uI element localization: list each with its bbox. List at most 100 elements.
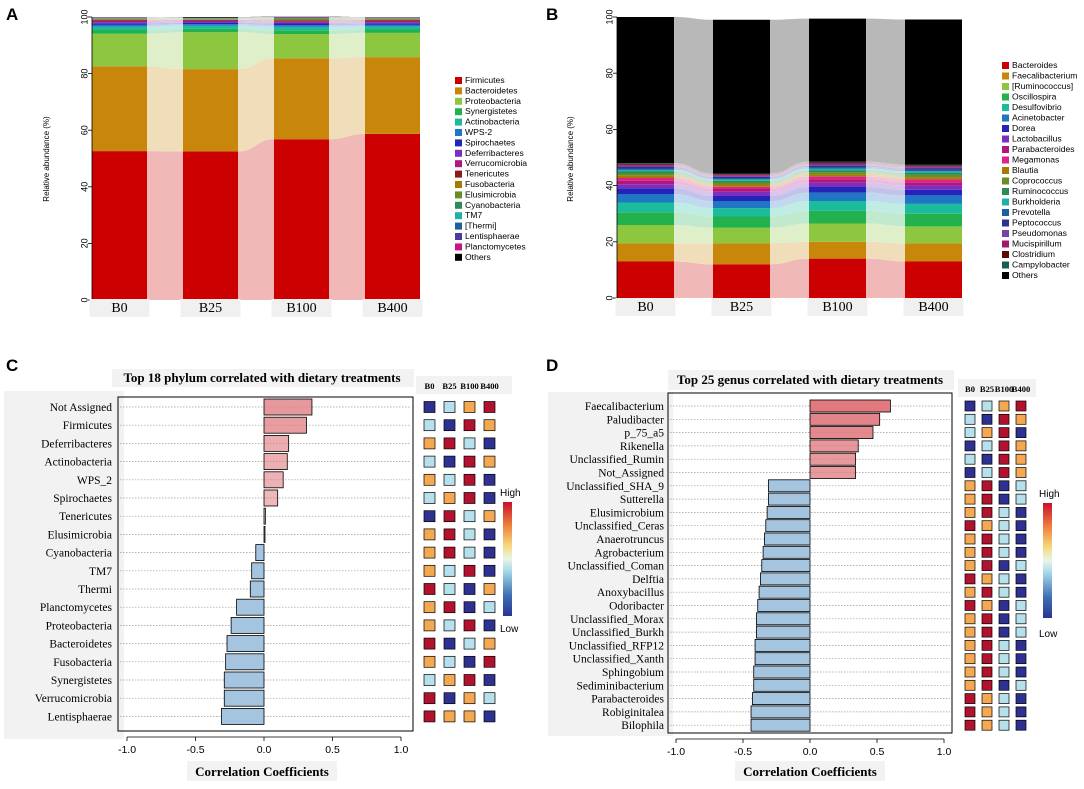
y-tick-label: 40 xyxy=(604,181,614,191)
heatmap-cell xyxy=(998,693,1010,704)
gap-overlay xyxy=(329,17,365,300)
legend-label: Others xyxy=(465,252,491,262)
heatmap-cell xyxy=(423,546,436,559)
correlation-bar xyxy=(251,562,265,580)
heatmap-cell xyxy=(981,679,993,691)
category-label: B100 xyxy=(286,301,316,316)
heatmap-cell xyxy=(964,613,976,625)
x-tick-label: 0.5 xyxy=(870,746,885,758)
row-label: Unclassified_Coman xyxy=(568,561,665,573)
panel-a-ylabel: Relative abundance (%) xyxy=(42,116,51,202)
legend-swatch xyxy=(1002,167,1009,174)
panel-d-title-background xyxy=(668,370,954,390)
category-label-background xyxy=(180,299,241,317)
heatmap-cell xyxy=(998,467,1010,478)
heatmap-cell xyxy=(423,528,436,541)
correlation-bar xyxy=(263,471,284,489)
y-tick-label: 0 xyxy=(604,295,614,300)
heatmap-cell xyxy=(423,637,436,650)
row-label: Sphingobium xyxy=(602,667,664,679)
legend-label: Actinobacteria xyxy=(465,117,520,127)
heatmap-cell xyxy=(483,619,496,632)
legend-label: Planctomycetes xyxy=(465,241,526,251)
heatmap-cell xyxy=(1015,533,1027,545)
panel-d-heatmap xyxy=(964,400,1027,731)
heatmap-cell xyxy=(463,419,476,432)
heatmap-cell xyxy=(1015,600,1027,611)
row-label: Bacteroidetes xyxy=(49,639,112,651)
legend-swatch xyxy=(1002,125,1009,132)
legend-label: Fusobacteria xyxy=(465,179,515,189)
heatmap-cell xyxy=(964,626,976,638)
heatmap-cell xyxy=(964,453,976,465)
heatmap-cell xyxy=(463,473,476,486)
panel-c-color-scale xyxy=(503,502,512,616)
legend-label: Peptococcus xyxy=(1012,218,1061,228)
correlation-bar xyxy=(753,665,811,679)
heatmap-cell xyxy=(463,637,476,650)
legend-label: Prevotella xyxy=(1012,207,1050,217)
heatmap-cell xyxy=(1015,546,1027,558)
legend-label: Parabacteroides xyxy=(1012,144,1075,154)
row-label: Lentisphaerae xyxy=(48,711,113,723)
heatmap-cell xyxy=(981,653,993,665)
legend-label: [Ruminococcus] xyxy=(1012,81,1073,91)
row-label: Verrucomicrobia xyxy=(35,693,112,705)
legend-label: Proteobacteria xyxy=(465,96,521,106)
row-label: Robiginitalea xyxy=(602,707,664,719)
heatmap-cell xyxy=(423,473,436,486)
heatmap-cell xyxy=(483,692,496,705)
heatmap-cell xyxy=(998,666,1010,678)
row-label: Not Assigned xyxy=(50,402,113,414)
heatmap-cell xyxy=(964,533,976,545)
heatmap-cell xyxy=(483,583,496,595)
panel-b-ylabel: Relative abundance (%) xyxy=(566,116,575,202)
heatmap-cell xyxy=(1015,693,1027,704)
legend-label: Blautia xyxy=(1012,165,1038,175)
heatmap-cell xyxy=(1015,613,1027,625)
heatmap-cell xyxy=(964,493,976,505)
heatmap-cell xyxy=(998,480,1010,492)
heatmap-cell xyxy=(463,401,476,413)
heatmap-cell xyxy=(964,427,976,438)
heatmap-cell xyxy=(463,437,476,450)
heatmap-cell xyxy=(1015,493,1027,505)
correlation-bar xyxy=(223,689,265,707)
legend-label: Tenericutes xyxy=(465,169,509,179)
heatmap-column-label: B100 xyxy=(995,384,1013,394)
heatmap-cell xyxy=(964,507,976,518)
panel-c-correlation-bars: Top 18 phylum correlated with dietary tr… xyxy=(4,369,521,781)
heatmap-cell xyxy=(443,674,456,686)
row-label: Parabacteroides xyxy=(591,694,664,706)
legend-label: Clostridium xyxy=(1012,249,1055,259)
heatmap-cell xyxy=(1015,640,1027,651)
heatmap-cell xyxy=(964,546,976,558)
heatmap-cell xyxy=(981,493,993,505)
row-label: Not_Assigned xyxy=(598,468,664,480)
legend-label: Burkholderia xyxy=(1012,197,1060,207)
legend-label: Verrucomicrobia xyxy=(465,158,527,168)
legend-label: TM7 xyxy=(465,210,482,220)
category-label-background xyxy=(362,299,423,317)
row-label: Delftia xyxy=(632,574,664,586)
correlation-bar xyxy=(766,505,811,519)
correlation-bar xyxy=(249,580,265,598)
correlation-bar xyxy=(236,598,265,616)
row-label: Cyanobacteria xyxy=(46,548,112,560)
heatmap-cell xyxy=(998,573,1010,585)
heatmap-cell xyxy=(998,427,1010,438)
heatmap-cell xyxy=(423,655,436,668)
panel-c-title-background xyxy=(112,369,414,387)
heatmap-cell xyxy=(443,564,456,577)
heatmap-cell xyxy=(443,637,456,650)
panel-c-scale-low: Low xyxy=(500,624,519,635)
correlation-bar xyxy=(263,489,279,507)
heatmap-cell xyxy=(964,467,976,478)
correlation-bar xyxy=(762,545,811,559)
legend-swatch xyxy=(1002,114,1009,122)
heatmap-cell xyxy=(1015,560,1027,571)
row-label: Anaerotruncus xyxy=(596,534,664,546)
legend-label: Firmicutes xyxy=(465,75,505,85)
x-tick-label: 0.0 xyxy=(803,746,818,758)
category-label: B400 xyxy=(377,301,407,316)
